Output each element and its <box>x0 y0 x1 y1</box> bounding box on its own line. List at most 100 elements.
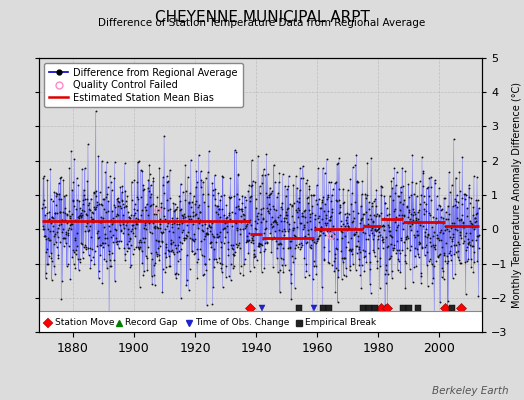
Point <box>203 203 212 209</box>
Point <box>390 206 399 212</box>
Point <box>444 258 453 264</box>
Point <box>401 168 410 174</box>
Point <box>288 203 296 209</box>
Point <box>56 209 64 216</box>
Point <box>221 234 230 240</box>
Point <box>137 238 146 245</box>
Point <box>179 227 187 234</box>
Point <box>356 272 365 278</box>
Point <box>431 246 440 252</box>
Point <box>238 210 247 217</box>
Point <box>380 214 388 221</box>
Point <box>312 271 321 277</box>
Point <box>290 284 299 291</box>
Point <box>362 236 370 242</box>
Point <box>318 216 326 222</box>
Point <box>269 203 278 209</box>
Point <box>329 235 337 241</box>
Point <box>63 212 71 218</box>
Point <box>147 250 155 256</box>
Point <box>176 239 184 246</box>
Point <box>296 187 304 193</box>
Point <box>160 213 168 219</box>
Point <box>454 248 462 254</box>
Point <box>40 204 49 210</box>
Point <box>338 229 346 236</box>
Point <box>316 227 324 233</box>
Point <box>302 180 310 186</box>
Point <box>427 242 435 249</box>
Point <box>375 212 383 218</box>
Point <box>339 221 347 228</box>
Point <box>331 251 339 257</box>
Point <box>389 174 398 181</box>
Point <box>430 229 439 236</box>
Point <box>144 212 152 218</box>
Point <box>232 240 240 247</box>
Point <box>62 231 71 238</box>
Point <box>311 263 320 269</box>
Point <box>183 277 191 284</box>
Point <box>304 200 313 206</box>
Point <box>62 211 71 218</box>
Point <box>88 257 96 263</box>
Point <box>121 160 129 167</box>
Point <box>239 226 247 232</box>
Point <box>211 172 219 179</box>
Point <box>321 220 330 226</box>
Point <box>209 192 217 198</box>
Point <box>353 210 362 216</box>
Point <box>86 245 94 251</box>
Point <box>224 246 232 253</box>
Point <box>163 179 171 186</box>
Point <box>334 196 343 203</box>
Point <box>394 267 402 273</box>
Point <box>283 186 291 193</box>
Point <box>381 267 390 274</box>
Point <box>174 258 182 264</box>
Point <box>49 228 58 235</box>
Point <box>78 166 86 172</box>
Point <box>350 232 358 238</box>
Point <box>225 216 234 222</box>
Point <box>73 196 82 203</box>
Point <box>397 189 406 195</box>
Point <box>460 258 468 265</box>
Point <box>56 175 64 181</box>
Point <box>402 236 410 242</box>
Point <box>376 262 385 269</box>
Point <box>433 254 442 260</box>
Point <box>396 250 405 256</box>
Point <box>216 193 225 199</box>
Point <box>454 199 462 205</box>
Point <box>229 265 237 271</box>
Point <box>219 174 227 180</box>
Point <box>400 196 408 203</box>
Point <box>280 261 289 268</box>
Point <box>82 212 91 218</box>
Point <box>129 222 137 228</box>
Point <box>460 219 468 226</box>
Point <box>406 266 414 272</box>
Point <box>408 212 417 218</box>
Point <box>191 212 199 218</box>
Point <box>295 241 303 247</box>
Point <box>107 263 116 269</box>
Point <box>239 212 248 218</box>
Point <box>444 211 453 217</box>
Point <box>152 253 161 259</box>
Point <box>68 221 76 227</box>
Point <box>272 219 280 226</box>
Point <box>183 222 192 228</box>
Point <box>399 213 408 219</box>
Point <box>144 176 152 183</box>
Point <box>332 245 340 251</box>
Point <box>61 192 70 198</box>
Point <box>335 209 344 215</box>
Point <box>318 197 326 203</box>
Point <box>268 236 276 242</box>
Point <box>276 240 285 246</box>
Point <box>224 218 233 224</box>
Point <box>395 212 403 218</box>
Point <box>427 174 435 180</box>
